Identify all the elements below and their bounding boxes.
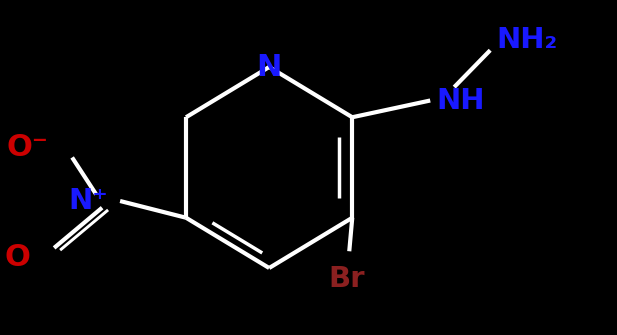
Text: NH₂: NH₂ — [496, 26, 557, 54]
Text: O⁻: O⁻ — [6, 133, 48, 162]
Text: N: N — [257, 53, 282, 81]
Text: N⁺: N⁺ — [68, 187, 108, 215]
Text: O: O — [4, 244, 30, 272]
Text: NH: NH — [436, 86, 485, 115]
Text: Br: Br — [328, 265, 365, 293]
